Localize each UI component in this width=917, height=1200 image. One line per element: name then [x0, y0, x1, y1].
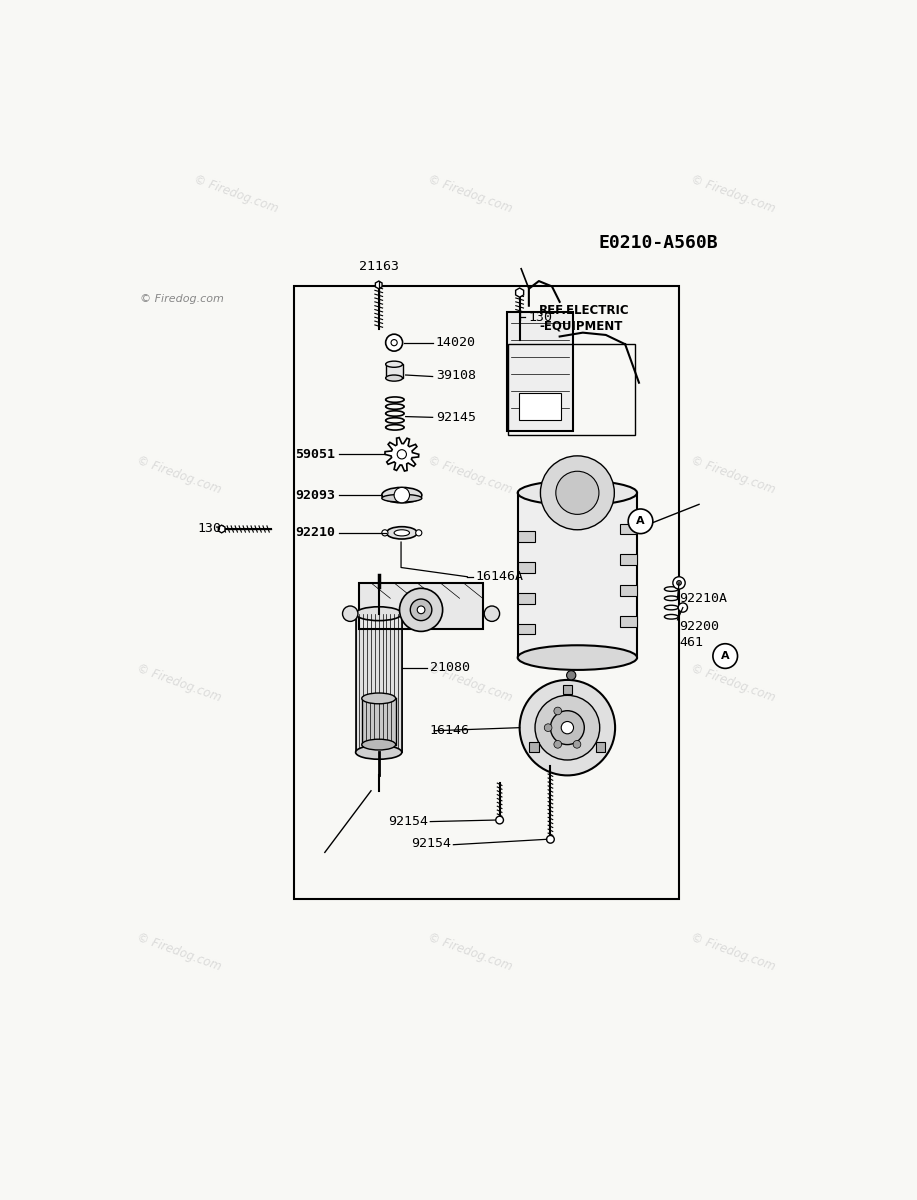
Circle shape	[417, 606, 425, 613]
Circle shape	[415, 529, 422, 536]
Ellipse shape	[356, 745, 402, 760]
Text: © Firedog.com: © Firedog.com	[689, 454, 777, 497]
Bar	[563, 684, 572, 694]
Text: © Firedog.com: © Firedog.com	[193, 173, 281, 215]
Bar	[529, 743, 538, 751]
Text: 92145: 92145	[436, 410, 476, 424]
Text: 92200
461: 92200 461	[679, 620, 719, 649]
Bar	[362, 698, 395, 744]
Circle shape	[540, 456, 614, 529]
Circle shape	[343, 606, 358, 622]
Bar	[508, 344, 635, 436]
Bar	[386, 365, 403, 378]
Text: 130: 130	[528, 311, 552, 324]
Ellipse shape	[518, 646, 637, 670]
Circle shape	[554, 707, 561, 715]
Text: © Firedog.com: © Firedog.com	[689, 931, 777, 974]
Bar	[620, 616, 636, 626]
Circle shape	[535, 695, 600, 760]
Bar	[518, 532, 535, 542]
Bar	[294, 287, 679, 899]
Bar	[518, 493, 637, 659]
Ellipse shape	[386, 374, 403, 382]
Bar	[356, 613, 402, 752]
Circle shape	[547, 835, 554, 844]
Circle shape	[554, 740, 561, 748]
Text: 39108: 39108	[436, 370, 476, 383]
Ellipse shape	[518, 480, 637, 505]
Bar	[518, 593, 535, 604]
Circle shape	[391, 340, 397, 346]
Text: 92093: 92093	[295, 488, 335, 502]
Text: 92210A: 92210A	[679, 592, 727, 605]
Bar	[518, 624, 535, 635]
Bar	[507, 312, 573, 431]
Bar	[518, 562, 535, 572]
Text: 21080: 21080	[429, 661, 470, 674]
Text: © Firedog.com: © Firedog.com	[425, 454, 514, 497]
Text: 16146A: 16146A	[475, 570, 523, 583]
Circle shape	[567, 671, 576, 680]
Text: © Firedog.com: © Firedog.com	[425, 661, 514, 704]
Ellipse shape	[386, 361, 403, 367]
Bar	[620, 523, 636, 534]
Text: 21163: 21163	[359, 260, 399, 274]
Circle shape	[550, 710, 584, 744]
Circle shape	[673, 577, 685, 589]
Circle shape	[400, 588, 443, 631]
Circle shape	[628, 509, 653, 534]
Circle shape	[556, 472, 599, 515]
Polygon shape	[515, 288, 524, 298]
Circle shape	[520, 680, 615, 775]
Circle shape	[545, 724, 552, 732]
Text: 130: 130	[198, 522, 222, 535]
Circle shape	[410, 599, 432, 620]
Text: © Firedog.com: © Firedog.com	[140, 294, 224, 304]
Text: © Firedog.com: © Firedog.com	[425, 173, 514, 215]
Bar	[381, 492, 422, 498]
Circle shape	[386, 334, 403, 352]
Circle shape	[381, 529, 388, 536]
Text: 16146: 16146	[429, 725, 470, 737]
Ellipse shape	[394, 529, 410, 536]
Circle shape	[713, 643, 737, 668]
Ellipse shape	[362, 694, 395, 703]
Bar	[620, 554, 636, 565]
Text: © Firedog.com: © Firedog.com	[689, 661, 777, 704]
Circle shape	[394, 487, 410, 503]
Ellipse shape	[386, 527, 417, 539]
Bar	[519, 392, 561, 420]
Polygon shape	[359, 583, 482, 629]
Circle shape	[573, 740, 580, 748]
Circle shape	[679, 602, 688, 612]
Text: 92154: 92154	[411, 836, 451, 850]
Polygon shape	[375, 281, 382, 289]
Text: © Firedog.com: © Firedog.com	[135, 454, 223, 497]
Ellipse shape	[356, 607, 402, 620]
Text: © Firedog.com: © Firedog.com	[135, 661, 223, 704]
Ellipse shape	[381, 494, 422, 502]
Circle shape	[484, 606, 500, 622]
Bar	[620, 586, 636, 596]
Ellipse shape	[381, 487, 422, 503]
Text: A: A	[721, 652, 730, 661]
Text: © Firedog.com: © Firedog.com	[135, 931, 223, 974]
Circle shape	[496, 816, 503, 824]
Text: 92154: 92154	[388, 815, 428, 828]
Text: A: A	[636, 516, 645, 527]
Polygon shape	[218, 526, 225, 533]
Text: © Firedog.com: © Firedog.com	[689, 173, 777, 215]
Text: E0210-A560B: E0210-A560B	[598, 234, 718, 252]
Text: 59051: 59051	[295, 448, 335, 461]
Polygon shape	[385, 438, 419, 472]
Text: 14020: 14020	[436, 336, 476, 349]
Circle shape	[397, 450, 406, 458]
Text: REF.ELECTRIC
-EQUIPMENT: REF.ELECTRIC -EQUIPMENT	[539, 304, 629, 332]
Circle shape	[561, 721, 573, 734]
Text: © Firedog.com: © Firedog.com	[425, 931, 514, 974]
Text: 92210: 92210	[295, 527, 335, 539]
Bar	[596, 743, 605, 751]
Circle shape	[677, 581, 681, 586]
Ellipse shape	[362, 739, 395, 750]
